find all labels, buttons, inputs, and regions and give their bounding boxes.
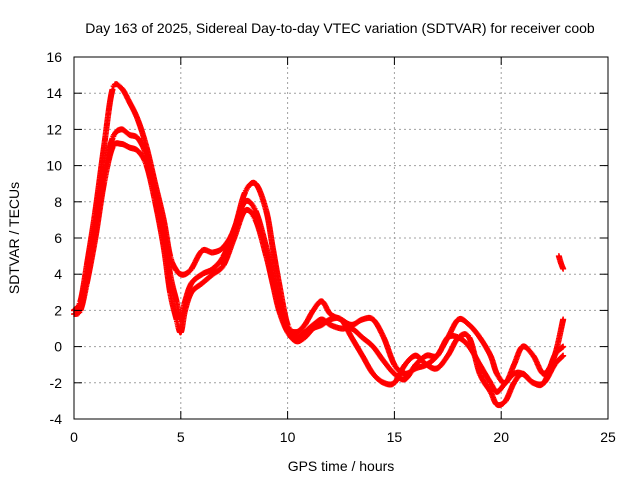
x-tick-label: 25 xyxy=(600,429,616,445)
series-track-c xyxy=(71,140,567,409)
y-tick-label: 2 xyxy=(54,302,62,318)
y-tick-label: 12 xyxy=(46,121,62,137)
y-axis-title: SDTVAR / TECUs xyxy=(6,182,22,294)
x-tick-label: 15 xyxy=(387,429,403,445)
chart-title: Day 163 of 2025, Sidereal Day-to-day VTE… xyxy=(85,20,595,36)
data-point xyxy=(560,265,567,272)
data-marks xyxy=(71,81,567,409)
y-tick-label: 0 xyxy=(54,339,62,355)
data-point xyxy=(560,343,567,350)
y-tick-label: -2 xyxy=(50,375,63,391)
y-tick-label: 14 xyxy=(46,85,62,101)
y-tick-label: 8 xyxy=(54,194,62,210)
x-axis-title: GPS time / hours xyxy=(288,458,395,474)
data-point xyxy=(560,316,567,323)
data-point xyxy=(560,352,567,359)
y-tick-label: 10 xyxy=(46,158,62,174)
axis-ticks: 0 5 10 15 20 25 -4 -2 0 2 4 6 8 10 12 14 16 xyxy=(46,49,616,445)
data-point xyxy=(109,86,116,93)
y-tick-label: 4 xyxy=(54,266,62,282)
x-tick-label: 0 xyxy=(70,429,78,445)
series-late-cluster xyxy=(555,253,567,272)
y-tick-label: 16 xyxy=(46,49,62,65)
data-point xyxy=(75,310,82,317)
x-tick-label: 10 xyxy=(280,429,296,445)
x-tick-label: 20 xyxy=(493,429,509,445)
grid xyxy=(74,57,608,419)
y-tick-label: 6 xyxy=(54,230,62,246)
y-tick-label: -4 xyxy=(50,411,63,427)
x-tick-label: 5 xyxy=(177,429,185,445)
